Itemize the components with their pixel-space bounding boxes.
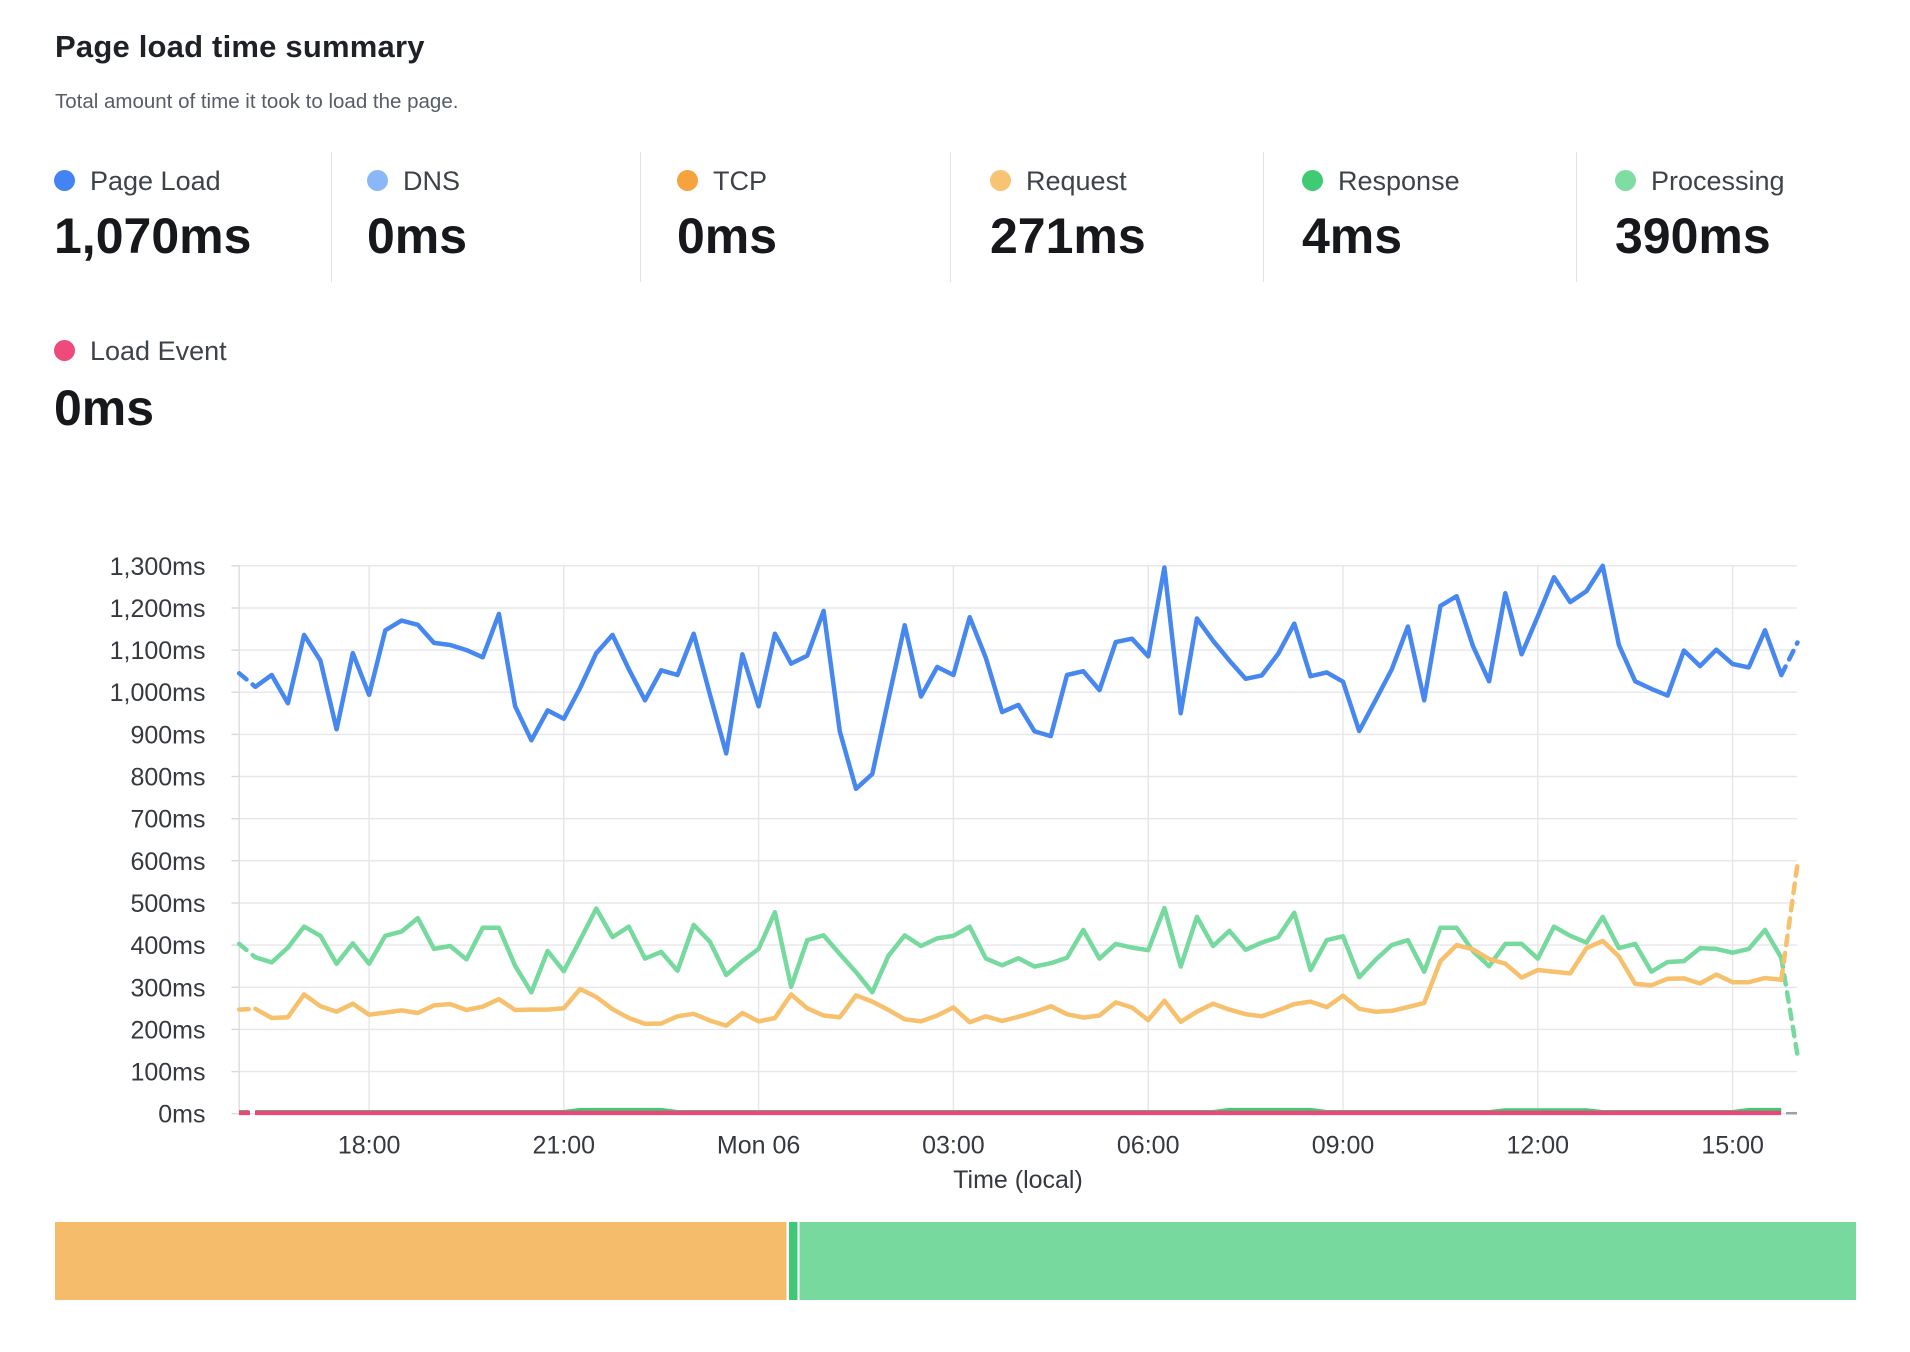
svg-text:700ms: 700ms (130, 806, 205, 834)
svg-text:0ms: 0ms (158, 1101, 205, 1129)
svg-text:100ms: 100ms (130, 1059, 205, 1087)
svg-text:06:00: 06:00 (1117, 1132, 1180, 1160)
svg-text:600ms: 600ms (130, 848, 205, 876)
svg-text:03:00: 03:00 (922, 1132, 985, 1160)
svg-text:400ms: 400ms (130, 932, 205, 960)
svg-text:500ms: 500ms (130, 890, 205, 918)
svg-text:1,000ms: 1,000ms (110, 679, 206, 707)
svg-text:18:00: 18:00 (338, 1132, 401, 1160)
svg-text:800ms: 800ms (130, 764, 205, 792)
svg-text:Time (local): Time (local) (953, 1166, 1083, 1194)
svg-text:300ms: 300ms (130, 974, 205, 1002)
svg-text:1,300ms: 1,300ms (110, 553, 206, 581)
svg-text:12:00: 12:00 (1507, 1132, 1570, 1160)
svg-text:Mon 06: Mon 06 (717, 1132, 800, 1160)
svg-text:21:00: 21:00 (533, 1132, 596, 1160)
svg-text:15:00: 15:00 (1701, 1132, 1764, 1160)
svg-text:200ms: 200ms (130, 1016, 205, 1044)
svg-text:1,100ms: 1,100ms (110, 637, 206, 665)
svg-text:1,200ms: 1,200ms (110, 595, 206, 623)
svg-text:09:00: 09:00 (1312, 1132, 1375, 1160)
svg-text:900ms: 900ms (130, 721, 205, 749)
